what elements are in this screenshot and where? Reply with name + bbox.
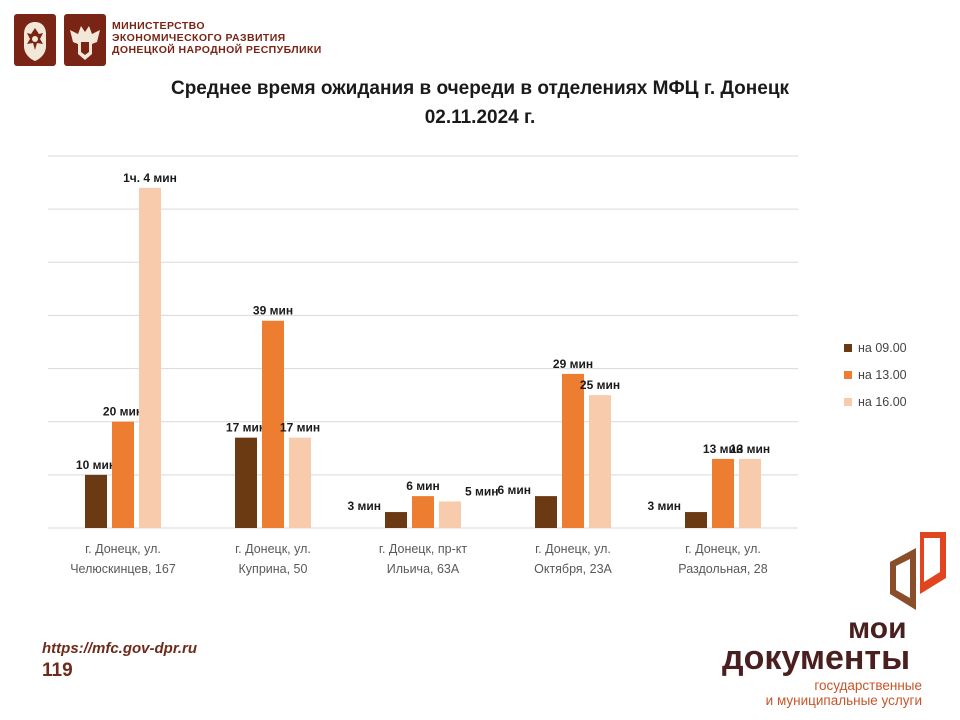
- brand-dokumenty: документы: [722, 639, 911, 677]
- data-label: 13 мин: [703, 442, 743, 456]
- bar: [139, 187, 161, 528]
- category-label: г. Донецк, пр-кт: [379, 542, 467, 556]
- bar: [535, 496, 557, 528]
- brand-sub-line: государственные: [814, 678, 922, 693]
- category-label: Октября, 23А: [534, 562, 612, 576]
- ministry-name: МИНИСТЕРСТВО ЭКОНОМИЧЕСКОГО РАЗВИТИЯ ДОН…: [112, 20, 322, 56]
- category-label: Челюскинцев, 167: [70, 562, 176, 576]
- chart-title: Среднее время ожидания в очереди в отдел…: [170, 78, 790, 99]
- chart-subtitle-date: 02.11.2024 г.: [424, 107, 536, 128]
- category-label: Ильича, 63А: [387, 562, 460, 576]
- bar: [589, 395, 611, 528]
- bar: [739, 458, 761, 528]
- bar: [412, 496, 434, 528]
- legend-label: на 13.00: [858, 367, 907, 382]
- legend-label: на 09.00: [858, 340, 907, 355]
- legend-swatch: [844, 397, 852, 406]
- data-label: 20 мин: [103, 405, 143, 419]
- brand-moi: мои: [848, 612, 907, 645]
- category-label: Раздольная, 28: [678, 562, 767, 576]
- coat-of-arms-icon: [14, 14, 56, 66]
- page-number: 119: [42, 660, 73, 681]
- data-label: 6 мин: [406, 479, 440, 493]
- bar-chart: 10 мин 20 мин 1ч. 4 мин г. Донецк, ул. Челюс…: [48, 155, 798, 576]
- brand-sub-line: и муниципальные услуги: [765, 693, 922, 708]
- legend-item-1300: на 13.00: [844, 361, 907, 388]
- bar: [85, 474, 107, 528]
- category-label: г. Донецк, ул.: [85, 542, 161, 556]
- data-label: 25 мин: [580, 378, 620, 392]
- data-label: 10 мин: [76, 458, 116, 472]
- bar: [439, 501, 461, 528]
- bar: [289, 437, 311, 528]
- bar: [385, 512, 407, 528]
- eagle-emblem-icon: [64, 14, 106, 66]
- legend-item-1600: на 16.00: [844, 388, 907, 415]
- legend-swatch: [844, 370, 852, 379]
- category-label: г. Донецк, ул.: [685, 542, 761, 556]
- bar: [712, 458, 734, 528]
- data-label: 6 мин: [497, 483, 531, 497]
- data-label: 5 мин: [465, 484, 499, 498]
- category-label: Куприна, 50: [239, 562, 308, 576]
- legend-label: на 16.00: [858, 394, 907, 409]
- bar: [562, 373, 584, 528]
- legend-item-0900: на 09.00: [844, 334, 907, 361]
- bar: [112, 421, 134, 528]
- category-label: г. Донецк, ул.: [235, 542, 311, 556]
- data-label: 39 мин: [253, 304, 293, 318]
- data-label: 13 мин: [730, 442, 770, 456]
- data-label: 17 мин: [226, 421, 266, 435]
- brand-subtitle: государственные и муниципальные услуги: [766, 678, 922, 708]
- ministry-line: МИНИСТЕРСТВО: [112, 20, 205, 32]
- bar: [685, 512, 707, 528]
- data-label: 3 мин: [647, 499, 681, 513]
- moi-dokumenty-logo-icon: [890, 532, 946, 610]
- data-label: 29 мин: [553, 357, 593, 371]
- chart-legend: на 09.00 на 13.00 на 16.00: [844, 334, 907, 415]
- category-label: г. Донецк, ул.: [535, 542, 611, 556]
- legend-swatch: [844, 343, 852, 352]
- ministry-line: ЭКОНОМИЧЕСКОГО РАЗВИТИЯ: [112, 32, 286, 44]
- data-label: 17 мин: [280, 421, 320, 435]
- bar: [262, 320, 284, 528]
- footer-url: https://mfc.gov-dpr.ru: [42, 640, 197, 657]
- data-label: 3 мин: [347, 499, 381, 513]
- data-label: 1ч. 4 мин: [123, 171, 177, 185]
- ministry-line: ДОНЕЦКОЙ НАРОДНОЙ РЕСПУБЛИКИ: [112, 44, 322, 56]
- bar: [235, 437, 257, 528]
